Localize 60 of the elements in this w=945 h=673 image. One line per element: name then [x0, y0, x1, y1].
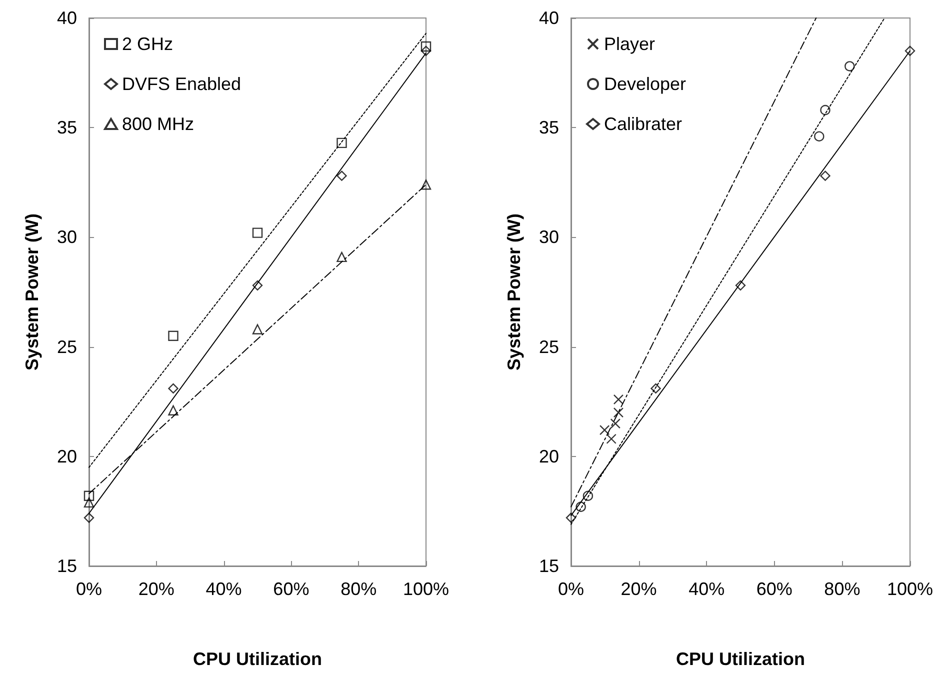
y-tick-label: 30: [538, 227, 559, 248]
legend-label: 2 GHz: [122, 34, 174, 54]
legend-label: Developer: [604, 74, 686, 94]
point: [336, 252, 347, 262]
y-tick-label: 15: [56, 556, 77, 576]
x-tick-label: 0%: [76, 579, 102, 599]
point: [904, 46, 916, 56]
y-tick-label: 30: [56, 227, 77, 248]
point: [420, 179, 432, 190]
y-tick-label: 40: [56, 8, 77, 28]
y-tick-label: 20: [56, 446, 77, 466]
x-tick-label: 80%: [824, 579, 860, 599]
point: [735, 280, 746, 291]
legend-label: 800 MHz: [122, 114, 194, 134]
x-axis-title: CPU Utilization: [193, 649, 322, 669]
x-tick-label: 100%: [402, 579, 450, 599]
x-tick-label: 60%: [273, 579, 310, 599]
x-tick-label: 100%: [886, 579, 934, 599]
y-tick-label: 35: [56, 118, 77, 138]
point: [820, 104, 830, 116]
point: [820, 170, 830, 181]
x-tick-label: 0%: [558, 579, 584, 599]
point: [336, 138, 347, 148]
point: [599, 424, 610, 436]
point: [84, 497, 94, 508]
point: [613, 394, 624, 405]
point: [420, 46, 432, 56]
y-axis-title: System Power (W): [504, 213, 524, 371]
point: [610, 418, 621, 429]
legend-label: Calibrater: [604, 114, 682, 134]
point: [252, 228, 263, 238]
point: [582, 490, 594, 501]
point: [420, 41, 432, 52]
point: [576, 502, 586, 512]
point: [168, 405, 178, 416]
x-tick-label: 60%: [756, 579, 792, 599]
x-tick-label: 20%: [620, 579, 657, 599]
y-tick-label: 20: [538, 446, 559, 466]
point: [252, 324, 263, 334]
point: [814, 131, 824, 142]
point: [844, 61, 855, 72]
x-tick-label: 40%: [206, 579, 242, 599]
x-tick-label: 40%: [688, 579, 725, 599]
y-tick-label: 25: [56, 336, 77, 357]
x-tick-label: 80%: [340, 579, 377, 599]
point: [84, 490, 94, 501]
x-tick-label: 20%: [138, 579, 174, 599]
point: [613, 407, 624, 418]
y-tick-label: 25: [538, 336, 559, 357]
y-tick-label: 40: [538, 8, 559, 28]
legend-label: Player: [604, 34, 656, 54]
legend-label: DVFS Enabled: [122, 74, 242, 94]
point: [252, 280, 263, 291]
y-tick-label: 35: [538, 118, 559, 138]
point: [168, 330, 178, 341]
y-tick-label: 15: [538, 556, 559, 576]
point: [336, 170, 347, 181]
point: [168, 383, 178, 394]
y-axis-title: System Power (W): [22, 213, 42, 371]
x-axis-title: CPU Utilization: [676, 649, 805, 669]
